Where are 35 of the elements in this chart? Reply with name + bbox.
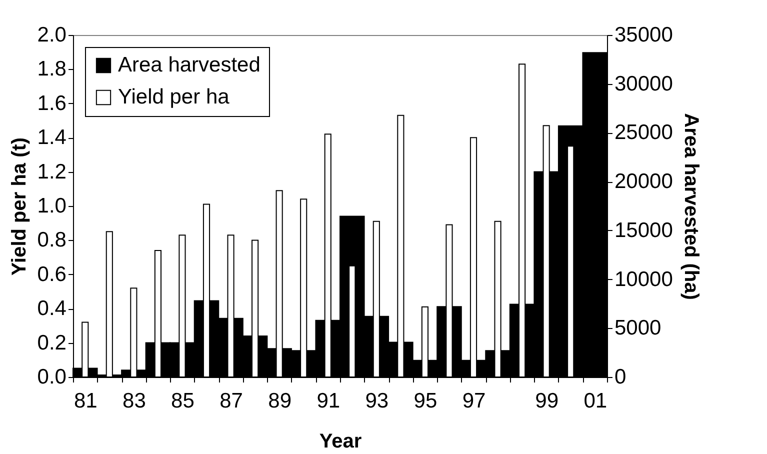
y2-axis-title: Area harvested (ha)	[680, 113, 702, 300]
x-tick-label: 81	[74, 390, 98, 412]
y2-tick-label: 15000	[614, 218, 673, 242]
y-tick-label: 0.6	[37, 262, 66, 286]
y-tick-label: 0.0	[37, 366, 66, 388]
x-tick-label: 97	[462, 390, 486, 412]
x-tick-label: 91	[316, 390, 340, 412]
y2-tick-label: 10000	[614, 268, 673, 291]
x-tick-label: 99	[535, 390, 558, 412]
x-tick-label: 87	[220, 390, 243, 412]
x-tick-label: 89	[268, 390, 292, 412]
legend-label: Yield per ha	[118, 86, 230, 108]
y-tick-label: 1.8	[37, 58, 66, 81]
x-tick-label: 85	[171, 390, 194, 412]
y-tick-label: 0.8	[37, 228, 66, 252]
y2-tick-label: 25000	[614, 121, 673, 144]
x-tick-label: 93	[365, 390, 389, 412]
x-tick-label: 83	[122, 390, 146, 412]
y2-tick-label: 5000	[614, 316, 662, 340]
x-axis-title: Year	[319, 430, 362, 452]
y-tick-label: 0.4	[37, 297, 67, 320]
y2-tick-label: 20000	[614, 170, 673, 194]
y-axis-title: Yield per ha (t)	[8, 137, 30, 276]
y-tick-label: 1.2	[37, 160, 66, 184]
y2-tick-label: 30000	[614, 72, 673, 96]
y-tick-label: 1.0	[37, 194, 66, 218]
x-tick-label: 01	[584, 390, 608, 412]
x-tick-label: 95	[414, 390, 438, 412]
y-tick-label: 0.2	[37, 331, 66, 354]
y-tick-label: 1.6	[37, 92, 66, 115]
y-tick-label: 2.0	[37, 24, 66, 46]
y2-tick-label: 0	[614, 366, 626, 388]
y2-tick-label: 35000	[614, 24, 673, 46]
legend-label: Area harvested	[118, 54, 260, 76]
y-tick-label: 1.4	[37, 126, 67, 150]
